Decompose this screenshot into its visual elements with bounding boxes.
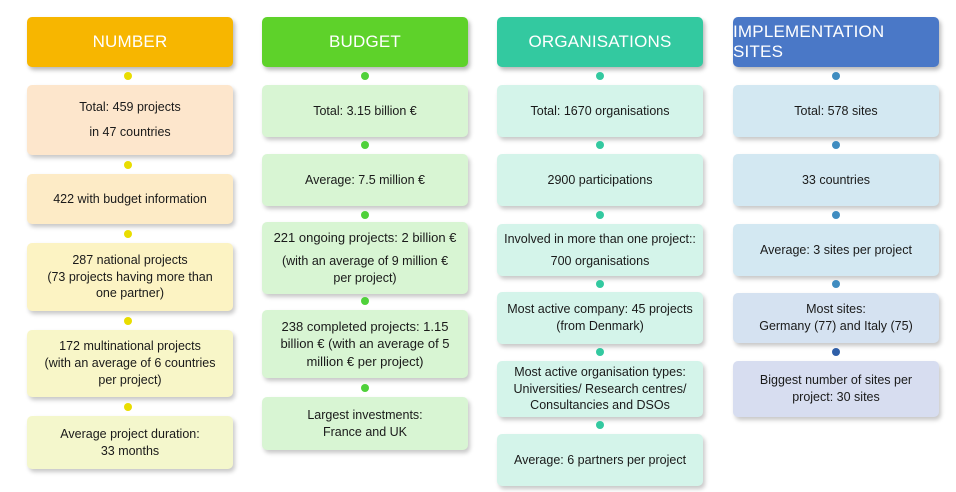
sites-most-box: Most sites: Germany (77) and Italy (75) [733, 293, 939, 343]
sites-biggest-box: Biggest number of sites per project: 30 … [733, 361, 939, 417]
number-total-box: Total: 459 projects in 47 countries [27, 85, 233, 155]
number-budget-info-box: 422 with budget information [27, 174, 233, 224]
connector-dot [361, 211, 369, 219]
connector-dot [832, 141, 840, 149]
connector-dot [832, 280, 840, 288]
connector-dot [361, 384, 369, 392]
connector-dot [596, 211, 604, 219]
connector-dot [124, 230, 132, 238]
org-average-partners-box: Average: 6 partners per project [497, 434, 703, 486]
number-duration-box: Average project duration: 33 months [27, 416, 233, 469]
budget-total-box: Total: 3.15 billion € [262, 85, 468, 137]
org-multi-project-box: Involved in more than one project:: 700 … [497, 224, 703, 276]
budget-header: BUDGET [262, 17, 468, 67]
org-active-company-box: Most active company: 45 projects (from D… [497, 292, 703, 344]
sites-countries-box: 33 countries [733, 154, 939, 206]
connector-dot [361, 72, 369, 80]
sites-average-box: Average: 3 sites per project [733, 224, 939, 276]
organisations-header: ORGANISATIONS [497, 17, 703, 67]
implementation-sites-header: IMPLEMENTATION SITES [733, 17, 939, 67]
connector-dot [596, 280, 604, 288]
connector-dot [361, 297, 369, 305]
budget-completed-box: 238 completed projects: 1.15 billion € (… [262, 310, 468, 378]
connector-dot [832, 211, 840, 219]
connector-dot [832, 348, 840, 356]
number-multinational-box: 172 multinational projects (with an aver… [27, 330, 233, 397]
connector-dot [832, 72, 840, 80]
connector-dot [124, 161, 132, 169]
org-participations-box: 2900 participations [497, 154, 703, 206]
connector-dot [124, 72, 132, 80]
connector-dot [596, 348, 604, 356]
connector-dot [596, 72, 604, 80]
number-header: NUMBER [27, 17, 233, 67]
connector-dot [361, 141, 369, 149]
connector-dot [124, 403, 132, 411]
org-total-box: Total: 1670 organisations [497, 85, 703, 137]
budget-largest-box: Largest investments: France and UK [262, 397, 468, 450]
connector-dot [596, 421, 604, 429]
connector-dot [596, 141, 604, 149]
org-types-box: Most active organisation types: Universi… [497, 361, 703, 417]
budget-ongoing-box: 221 ongoing projects: 2 billion € (with … [262, 222, 468, 294]
sites-total-box: Total: 578 sites [733, 85, 939, 137]
budget-average-box: Average: 7.5 million € [262, 154, 468, 206]
number-national-box: 287 national projects (73 projects havin… [27, 243, 233, 311]
connector-dot [124, 317, 132, 325]
